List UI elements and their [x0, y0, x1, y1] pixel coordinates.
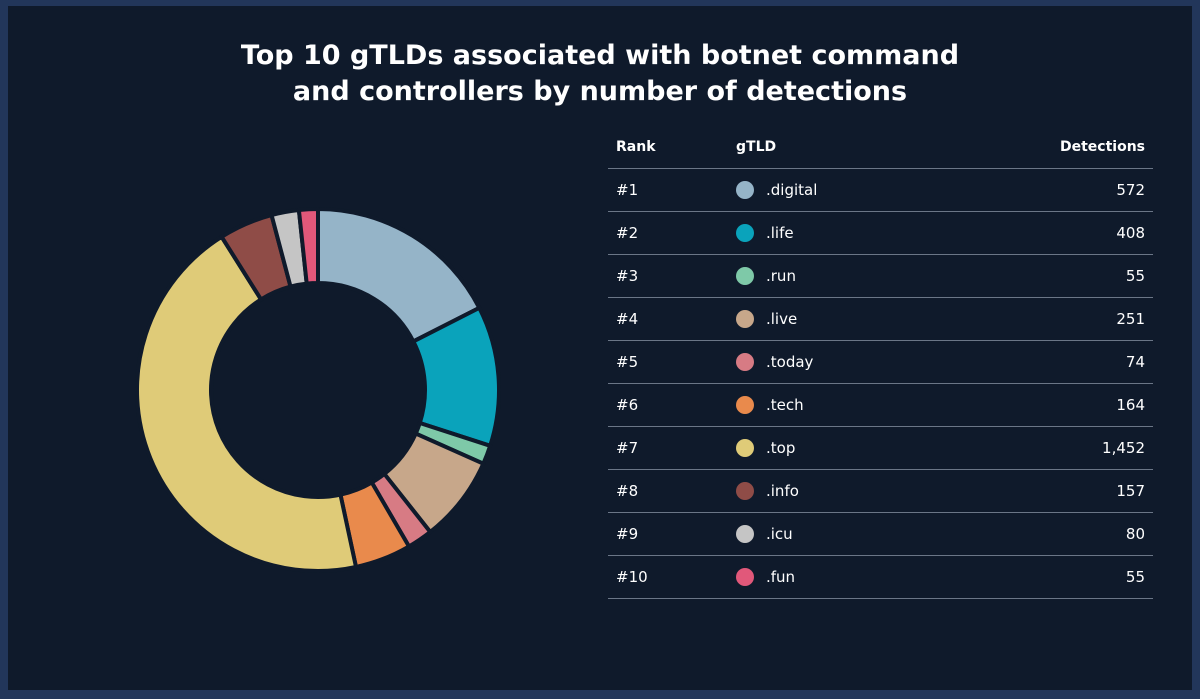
- rank-cell: #7: [616, 439, 639, 457]
- donut-slice-top: [135, 234, 358, 573]
- detections-cell: 157: [1116, 482, 1145, 500]
- gtld-cell: .fun: [766, 568, 796, 586]
- legend-swatch: [736, 396, 754, 414]
- legend-swatch: [736, 353, 754, 371]
- detections-cell: 1,452: [1102, 439, 1145, 457]
- rank-cell: #9: [616, 525, 639, 543]
- rank-cell: #4: [616, 310, 639, 328]
- table-row: #2 .life 408: [608, 212, 1153, 255]
- detections-cell: 55: [1125, 267, 1145, 285]
- gtld-cell: .tech: [766, 396, 804, 414]
- gtld-cell: .digital: [766, 181, 818, 199]
- rank-cell: #6: [616, 396, 639, 414]
- table-row: #1 .digital 572: [608, 169, 1153, 212]
- detections-cell: 572: [1116, 181, 1145, 199]
- table-row: #10 .fun 55: [608, 556, 1153, 599]
- detections-cell: 251: [1116, 310, 1145, 328]
- legend-swatch: [736, 482, 754, 500]
- rank-cell: #8: [616, 482, 639, 500]
- table-row: #8 .info 157: [608, 470, 1153, 513]
- gtld-cell: .top: [766, 439, 796, 457]
- legend-swatch: [736, 224, 754, 242]
- gtld-column-header: gTLD: [736, 139, 777, 155]
- rank-cell: #3: [616, 267, 639, 285]
- gtld-cell: .live: [766, 310, 798, 328]
- rank-cell: #2: [616, 224, 639, 242]
- chart-title: Top 10 gTLDs associated with botnet comm…: [0, 38, 1200, 110]
- detections-cell: 74: [1125, 353, 1145, 371]
- table-row: #7 .top 1,452: [608, 427, 1153, 470]
- table-row: #5 .today 74: [608, 341, 1153, 384]
- chart-title-line-2: and controllers by number of detections: [292, 76, 908, 107]
- gtld-cell: .info: [766, 482, 799, 500]
- gtld-cell: .today: [766, 353, 814, 371]
- gtld-cell: .run: [766, 267, 796, 285]
- table-row: #9 .icu 80: [608, 513, 1153, 556]
- table-body: #1 .digital 572 #2 .life 408 #3 .run 55 #4 .live 25…: [608, 169, 1153, 599]
- legend-swatch: [736, 267, 754, 285]
- legend-swatch: [736, 181, 754, 199]
- legend-swatch: [736, 310, 754, 328]
- detections-cell: 408: [1116, 224, 1145, 242]
- legend-swatch: [736, 568, 754, 586]
- rank-column-header: Rank: [616, 139, 656, 155]
- table-header: Rank gTLD Detections: [608, 126, 1153, 169]
- donut-slice-fun: [296, 207, 320, 286]
- legend-swatch: [736, 439, 754, 457]
- rank-cell: #5: [616, 353, 639, 371]
- detections-cell: 164: [1116, 396, 1145, 414]
- legend-swatch: [736, 525, 754, 543]
- detections-column-header: Detections: [1059, 139, 1145, 155]
- gtld-cell: .life: [766, 224, 794, 242]
- donut-chart: [135, 207, 501, 573]
- chart-title-line-1: Top 10 gTLDs associated with botnet comm…: [240, 40, 960, 71]
- table-row: #6 .tech 164: [608, 384, 1153, 427]
- detections-cell: 80: [1125, 525, 1145, 543]
- detections-table: Rank gTLD Detections #1 .digital 572 #2 .lif…: [608, 126, 1153, 599]
- gtld-cell: .icu: [766, 525, 793, 543]
- rank-cell: #1: [616, 181, 639, 199]
- rank-cell: #10: [616, 568, 648, 586]
- table-row: #3 .run 55: [608, 255, 1153, 298]
- detections-cell: 55: [1125, 568, 1145, 586]
- table-row: #4 .live 251: [608, 298, 1153, 341]
